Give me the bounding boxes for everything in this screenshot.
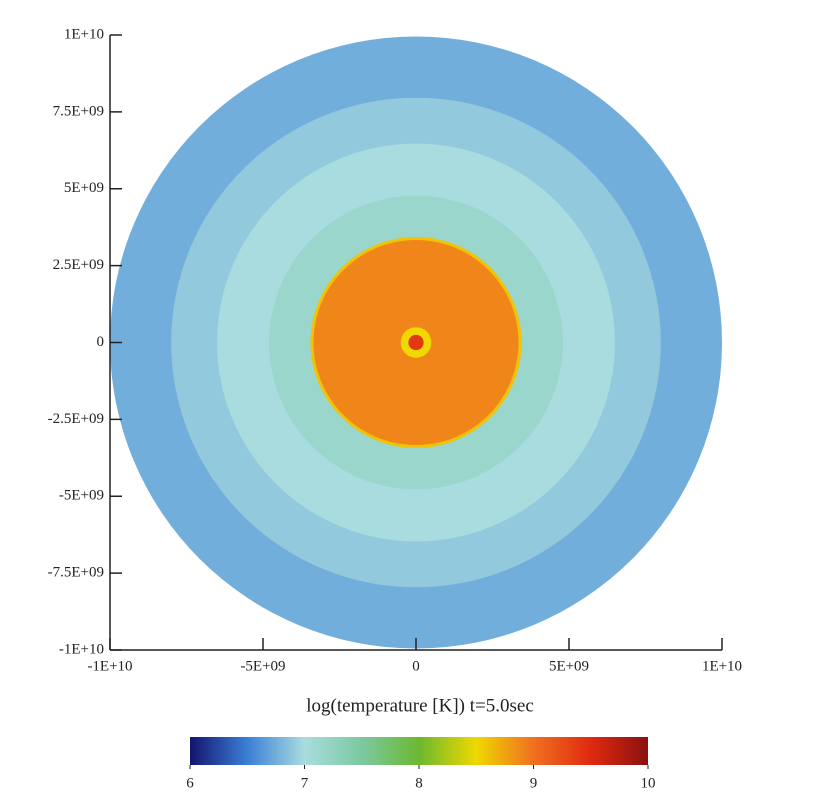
colorbar-tick-label: 6 bbox=[186, 775, 194, 791]
x-tick-label: -5E+09 bbox=[240, 658, 285, 674]
colorbar-tick-label: 9 bbox=[530, 775, 538, 791]
colorbar-tick-label: 8 bbox=[415, 775, 423, 791]
x-tick-label: 5E+09 bbox=[549, 658, 589, 674]
x-tick-label: 1E+10 bbox=[702, 658, 742, 674]
colorbar-tick-label: 10 bbox=[641, 775, 656, 791]
colorbar-tick-label: 7 bbox=[301, 775, 309, 791]
field-ring bbox=[408, 334, 424, 351]
y-tick-label: 7.5E+09 bbox=[53, 103, 104, 119]
chart-title: log(temperature [K]) t=5.0sec bbox=[306, 695, 534, 716]
y-tick-label: 1E+10 bbox=[64, 26, 104, 42]
colorbar bbox=[190, 737, 648, 765]
y-tick-label: -7.5E+09 bbox=[48, 565, 104, 581]
y-tick-label: -1E+10 bbox=[59, 641, 104, 657]
y-tick-label: 5E+09 bbox=[64, 180, 104, 196]
y-tick-label: 0 bbox=[97, 334, 105, 350]
y-tick-label: 2.5E+09 bbox=[53, 257, 104, 273]
y-tick-label: -2.5E+09 bbox=[48, 411, 104, 427]
x-tick-label: -1E+10 bbox=[87, 658, 132, 674]
y-tick-label: -5E+09 bbox=[59, 488, 104, 504]
x-tick-label: 0 bbox=[412, 658, 420, 674]
